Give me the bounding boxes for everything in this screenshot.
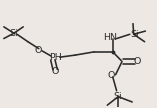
Text: Si: Si: [114, 92, 122, 101]
Text: PH: PH: [50, 53, 62, 62]
Text: O: O: [107, 71, 115, 80]
Text: O: O: [35, 46, 42, 55]
Text: HN: HN: [103, 33, 117, 42]
Text: O: O: [133, 57, 141, 66]
Text: Si: Si: [130, 30, 139, 39]
Text: O: O: [51, 67, 59, 76]
Text: Si: Si: [10, 29, 18, 38]
